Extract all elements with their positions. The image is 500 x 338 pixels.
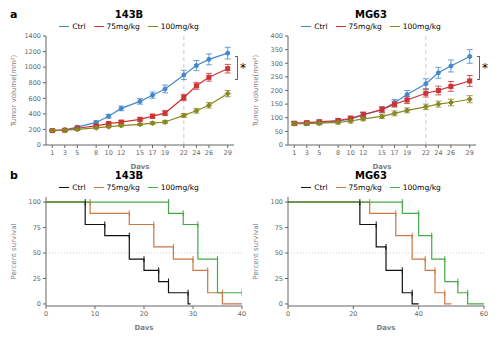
svg-text:0: 0 bbox=[44, 310, 48, 318]
svg-text:8: 8 bbox=[336, 149, 340, 157]
svg-text:40: 40 bbox=[415, 310, 423, 318]
html-text:143B: 143B bbox=[114, 9, 144, 20]
svg-text:Days: Days bbox=[372, 163, 391, 169]
svg-text:3: 3 bbox=[305, 149, 309, 157]
svg-text:0: 0 bbox=[37, 300, 41, 308]
html-text:Ctrl: Ctrl bbox=[72, 22, 86, 31]
svg-text:25: 25 bbox=[33, 275, 41, 283]
html-text:100mg/kg: 100mg/kg bbox=[160, 22, 199, 31]
svg-text:50: 50 bbox=[33, 249, 41, 257]
svg-text:8: 8 bbox=[94, 149, 98, 157]
svg-text:17: 17 bbox=[148, 149, 156, 157]
svg-text:20: 20 bbox=[140, 310, 148, 318]
html-text:a: a bbox=[10, 8, 18, 21]
html-text:MG63: MG63 bbox=[355, 170, 387, 181]
svg-text:800: 800 bbox=[29, 79, 41, 87]
svg-text:200: 200 bbox=[271, 87, 283, 95]
svg-text:29: 29 bbox=[224, 149, 232, 157]
svg-text:29: 29 bbox=[466, 149, 474, 157]
svg-text:40: 40 bbox=[238, 310, 246, 318]
svg-text:350: 350 bbox=[271, 46, 283, 54]
svg-text:15: 15 bbox=[378, 149, 386, 157]
svg-text:22: 22 bbox=[422, 149, 430, 157]
svg-text:3: 3 bbox=[63, 149, 67, 157]
svg-text:10: 10 bbox=[91, 310, 99, 318]
svg-text:0: 0 bbox=[279, 300, 283, 308]
svg-text:250: 250 bbox=[271, 73, 283, 81]
svg-text:10: 10 bbox=[105, 149, 113, 157]
svg-text:19: 19 bbox=[403, 149, 411, 157]
svg-text:Percent survival: Percent survival bbox=[10, 223, 18, 279]
html-text:b: b bbox=[10, 169, 18, 182]
svg-text:Percent survival: Percent survival bbox=[252, 223, 260, 279]
svg-text:1: 1 bbox=[50, 149, 54, 157]
svg-text:1000: 1000 bbox=[24, 63, 41, 71]
svg-text:0: 0 bbox=[279, 141, 283, 149]
html-text:100mg/kg: 100mg/kg bbox=[402, 22, 441, 31]
svg-text:100: 100 bbox=[29, 198, 41, 206]
svg-text:50: 50 bbox=[275, 128, 283, 136]
svg-text:1400: 1400 bbox=[24, 32, 41, 40]
html-text:143B: 143B bbox=[114, 170, 144, 181]
html-text:75mg/kg: 75mg/kg bbox=[348, 183, 382, 192]
svg-text:22: 22 bbox=[180, 149, 188, 157]
svg-text:100: 100 bbox=[271, 198, 283, 206]
html-text:MG63: MG63 bbox=[355, 9, 387, 20]
svg-text:Tumor volume(mm²): Tumor volume(mm²) bbox=[252, 54, 260, 127]
html-text:Ctrl: Ctrl bbox=[314, 22, 328, 31]
svg-text:Days: Days bbox=[134, 324, 153, 330]
svg-text:400: 400 bbox=[271, 32, 283, 40]
svg-text:5: 5 bbox=[317, 149, 321, 157]
svg-text:Tumor volume(mm²): Tumor volume(mm²) bbox=[10, 54, 18, 127]
svg-text:26: 26 bbox=[447, 149, 455, 157]
svg-text:150: 150 bbox=[271, 100, 283, 108]
html-text:75mg/kg: 75mg/kg bbox=[348, 22, 382, 31]
svg-text:24: 24 bbox=[434, 149, 442, 157]
svg-text:1: 1 bbox=[292, 149, 296, 157]
html-text:75mg/kg: 75mg/kg bbox=[106, 183, 140, 192]
svg-text:10: 10 bbox=[347, 149, 355, 157]
svg-text:15: 15 bbox=[136, 149, 144, 157]
svg-text:200: 200 bbox=[29, 126, 41, 134]
html-text:75mg/kg: 75mg/kg bbox=[106, 22, 140, 31]
svg-text:50: 50 bbox=[275, 249, 283, 257]
html-text:Ctrl: Ctrl bbox=[72, 183, 86, 192]
html-text:100mg/kg: 100mg/kg bbox=[402, 183, 441, 192]
svg-text:0: 0 bbox=[37, 141, 41, 149]
svg-text:600: 600 bbox=[29, 95, 41, 103]
html-text:Ctrl: Ctrl bbox=[314, 183, 328, 192]
svg-text:75: 75 bbox=[275, 224, 283, 232]
svg-text:5: 5 bbox=[75, 149, 79, 157]
svg-text:100: 100 bbox=[271, 114, 283, 122]
svg-text:12: 12 bbox=[117, 149, 125, 157]
html-text:100mg/kg: 100mg/kg bbox=[160, 183, 199, 192]
svg-text:1200: 1200 bbox=[24, 48, 41, 56]
svg-text:30: 30 bbox=[189, 310, 197, 318]
svg-text:400: 400 bbox=[29, 110, 41, 118]
svg-text:0: 0 bbox=[286, 310, 290, 318]
svg-text:20: 20 bbox=[349, 310, 357, 318]
svg-text:12: 12 bbox=[359, 149, 367, 157]
svg-text:300: 300 bbox=[271, 60, 283, 68]
svg-text:19: 19 bbox=[161, 149, 169, 157]
svg-text:75: 75 bbox=[33, 224, 41, 232]
svg-text:Days: Days bbox=[376, 324, 395, 330]
svg-text:60: 60 bbox=[480, 310, 488, 318]
svg-text:17: 17 bbox=[390, 149, 398, 157]
svg-text:24: 24 bbox=[192, 149, 200, 157]
svg-text:26: 26 bbox=[205, 149, 213, 157]
svg-text:Days: Days bbox=[130, 163, 149, 169]
svg-text:25: 25 bbox=[275, 275, 283, 283]
